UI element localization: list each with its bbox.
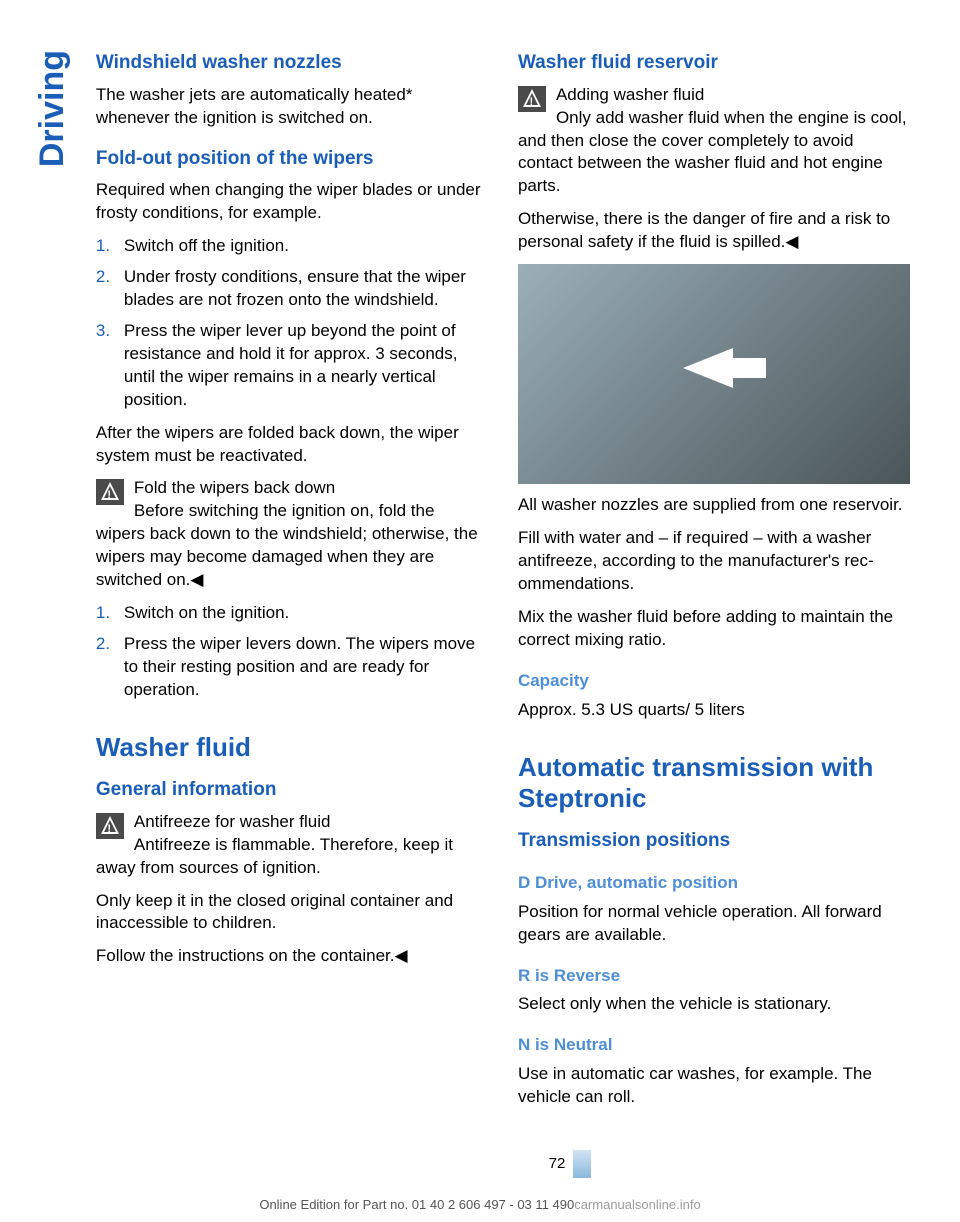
content-area: Windshield washer nozzles The washer jet…	[96, 50, 910, 1130]
warning-body: Before switching the ignition on, fold t…	[96, 501, 478, 589]
body-text: After the wipers are folded back down, t…	[96, 422, 488, 468]
body-text: Mix the washer fluid before adding to ma…	[518, 606, 910, 652]
body-text: Otherwise, there is the danger of fire a…	[518, 208, 910, 254]
heading-washer-reservoir: Washer fluid reservoir	[518, 50, 910, 76]
warning-icon: !	[96, 813, 124, 839]
side-section-label: Driving	[30, 50, 76, 167]
heading-d-drive: D Drive, automatic position	[518, 872, 910, 895]
page-number: 72	[549, 1154, 566, 1174]
heading-n-neutral: N is Neutral	[518, 1034, 910, 1057]
arrow-icon	[683, 348, 733, 388]
body-text: The washer jets are automatically heated…	[96, 84, 488, 130]
body-text: Required when changing the wiper blades …	[96, 179, 488, 225]
left-column: Windshield washer nozzles The washer jet…	[96, 50, 488, 1130]
list-number: 1.	[96, 235, 110, 258]
list-number: 2.	[96, 633, 110, 656]
warning-block: ! Adding washer fluid Only add washer fl…	[518, 84, 910, 199]
warning-body: Only add washer fluid when the engine is…	[518, 108, 907, 196]
right-column: Washer fluid reservoir ! Adding washer f…	[518, 50, 910, 1130]
heading-transmission-positions: Transmission positions	[518, 828, 910, 854]
engine-reservoir-image	[518, 264, 910, 484]
list-text: Switch off the ignition.	[124, 236, 289, 255]
body-text: All washer nozzles are supplied from one…	[518, 494, 910, 517]
warning-title: Adding washer fluid	[556, 85, 704, 104]
list-item: 2. Press the wiper levers down. The wipe…	[96, 633, 488, 702]
section-heading-transmission: Automatic transmission with Steptronic	[518, 752, 910, 814]
warning-block: ! Antifreeze for washer fluid Antifreeze…	[96, 811, 488, 880]
body-text: Position for normal vehicle operation. A…	[518, 901, 910, 947]
body-text: Select only when the vehicle is stationa…	[518, 993, 910, 1016]
heading-windshield-nozzles: Windshield washer nozzles	[96, 50, 488, 76]
warning-body: Antifreeze is flammable. Therefore, keep…	[96, 835, 453, 877]
footer-text: Online Edition for Part no. 01 40 2 606 …	[259, 1197, 574, 1212]
footer: Online Edition for Part no. 01 40 2 606 …	[0, 1196, 960, 1214]
list-text: Press the wiper lever up beyond the poin…	[124, 321, 458, 409]
list-item: 1. Switch off the ignition.	[96, 235, 488, 258]
page-number-block: 72	[180, 1150, 960, 1178]
watermark-text: carmanualsonline.info	[574, 1197, 700, 1212]
list-text: Under frosty conditions, ensure that the…	[124, 267, 466, 309]
body-text: Follow the instructions on the container…	[96, 945, 488, 968]
ordered-list: 1. Switch on the ignition. 2. Press the …	[96, 602, 488, 702]
body-text: Only keep it in the closed original cont…	[96, 890, 488, 936]
warning-title: Antifreeze for washer fluid	[134, 812, 331, 831]
body-text: Fill with water and – if required – with…	[518, 527, 910, 596]
warning-icon: !	[96, 479, 124, 505]
warning-block: ! Fold the wipers back down Before switc…	[96, 477, 488, 592]
list-item: 1. Switch on the ignition.	[96, 602, 488, 625]
list-item: 3. Press the wiper lever up beyond the p…	[96, 320, 488, 412]
list-number: 2.	[96, 266, 110, 289]
page-bar-icon	[573, 1150, 591, 1178]
body-text: Use in automatic car washes, for example…	[518, 1063, 910, 1109]
section-heading-washer-fluid: Washer fluid	[96, 732, 488, 763]
list-number: 3.	[96, 320, 110, 343]
heading-capacity: Capacity	[518, 670, 910, 693]
ordered-list: 1. Switch off the ignition. 2. Under fro…	[96, 235, 488, 412]
list-number: 1.	[96, 602, 110, 625]
list-item: 2. Under frosty conditions, ensure that …	[96, 266, 488, 312]
heading-foldout-wipers: Fold-out position of the wipers	[96, 146, 488, 172]
heading-r-reverse: R is Reverse	[518, 965, 910, 988]
warning-title: Fold the wipers back down	[134, 478, 335, 497]
list-text: Press the wiper levers down. The wipers …	[124, 634, 475, 699]
warning-icon: !	[518, 86, 546, 112]
list-text: Switch on the ignition.	[124, 603, 289, 622]
body-text: Approx. 5.3 US quarts/ 5 liters	[518, 699, 910, 722]
heading-general-info: General information	[96, 777, 488, 803]
